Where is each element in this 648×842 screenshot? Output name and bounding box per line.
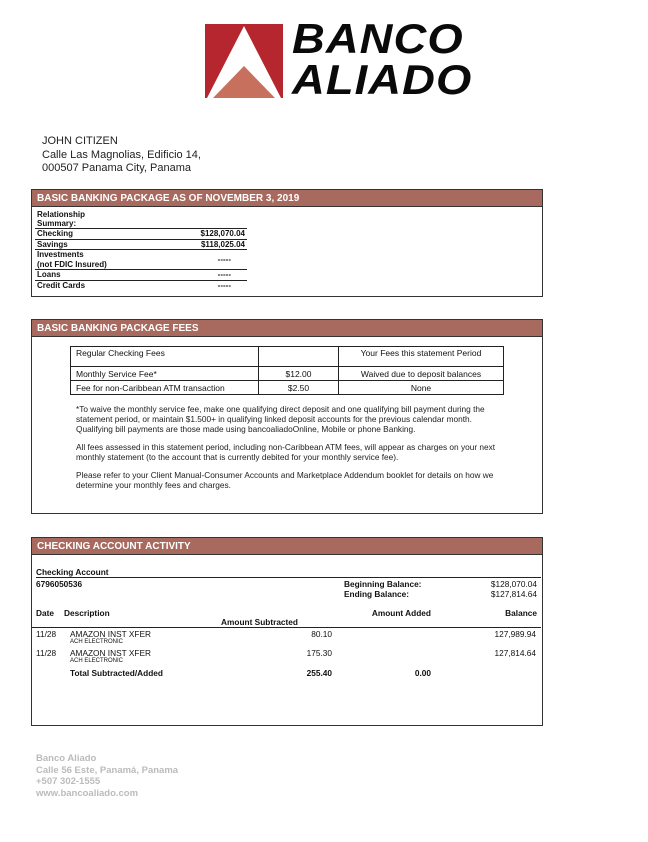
col-description: Description bbox=[64, 608, 110, 618]
fee-note: Please refer to your Client Manual-Consu… bbox=[76, 470, 494, 490]
address-line: 000507 Panama City, Panama bbox=[42, 162, 191, 174]
activity-section: CHECKING ACCOUNT ACTIVITY Checking Accou… bbox=[31, 537, 543, 726]
logo-text: BANCO ALIADO bbox=[292, 15, 473, 103]
section-header: CHECKING ACCOUNT ACTIVITY bbox=[32, 538, 542, 555]
col-added: Amount Added bbox=[371, 608, 431, 618]
section-header: BASIC BANKING PACKAGE FEES bbox=[32, 320, 542, 337]
fee-note: *To waive the monthly service fee, make … bbox=[76, 404, 485, 434]
summary-row: Savings $118,025.04 bbox=[35, 239, 247, 250]
balance-values: $128,070.04 $127,814.64 bbox=[491, 579, 537, 599]
fees-row: Monthly Service Fee* $12.00 Waived due to … bbox=[70, 366, 504, 381]
fee-notes: *To waive the monthly service fee, make … bbox=[76, 404, 501, 498]
bank-footer: Banco Aliado Calle 56 Este, Panamá, Pana… bbox=[36, 753, 179, 799]
account-number: 6796050536 bbox=[36, 579, 83, 589]
fees-table: Regular Checking Fees Your Fees this stat… bbox=[70, 346, 504, 395]
website-link: www.bancoaliado.com bbox=[36, 787, 139, 799]
summary-section: BASIC BANKING PACKAGE AS OF NOVEMBER 3, … bbox=[31, 189, 543, 297]
fees-row: Fee for non-Caribbean ATM transaction $2.… bbox=[70, 380, 504, 395]
fee-note: All fees assessed in this statement peri… bbox=[76, 442, 496, 462]
summary-row: Loans ----- bbox=[35, 270, 247, 281]
fees-section: BASIC BANKING PACKAGE FEES Regular Check… bbox=[31, 319, 543, 514]
logo-mark bbox=[205, 24, 283, 98]
col-subtracted: Amount Subtracted bbox=[221, 617, 298, 627]
summary-row: Investments (not FDIC Insured) ----- bbox=[35, 250, 247, 270]
summary-row: Credit Cards ----- bbox=[37, 280, 231, 290]
summary-heading: Relationship Summary: bbox=[37, 210, 86, 228]
account-label: Checking Account bbox=[36, 567, 541, 578]
section-header: BASIC BANKING PACKAGE AS OF NOVEMBER 3, … bbox=[32, 190, 542, 207]
fees-header-row: Regular Checking Fees Your Fees this stat… bbox=[70, 346, 504, 367]
balance-labels: Beginning Balance: Ending Balance: bbox=[344, 579, 422, 599]
col-balance: Balance bbox=[505, 608, 537, 618]
col-date: Date bbox=[36, 608, 54, 618]
ending-balance: $127,814.64 bbox=[490, 589, 537, 599]
address-line: Calle Las Magnolias, Edificio 14, bbox=[42, 148, 201, 161]
beginning-balance: $128,070.04 bbox=[490, 579, 537, 589]
summary-row: Checking $128,070.04 bbox=[35, 228, 247, 240]
customer-name: JOHN CITIZEN bbox=[42, 135, 118, 147]
customer-address: JOHN CITIZEN Calle Las Magnolias, Edific… bbox=[42, 135, 201, 176]
